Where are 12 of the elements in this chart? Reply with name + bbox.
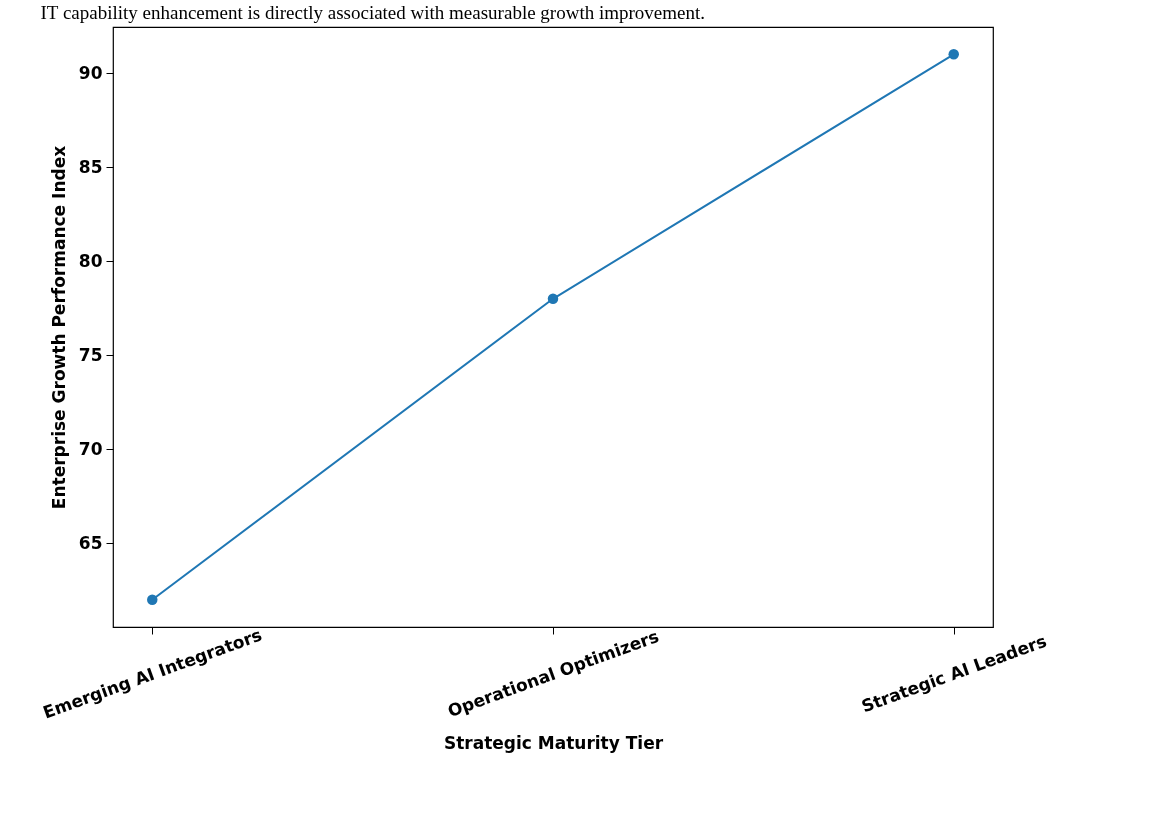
chart-title: IT capability enhancement is directly associated with measurable growth improvement. (40, 2, 705, 23)
x-axis-title: Strategic Maturity Tier (443, 732, 664, 753)
y-tick-label: 65 (78, 532, 103, 553)
point (547, 293, 559, 305)
point (147, 594, 158, 605)
y-tick-label: 75 (78, 344, 103, 365)
y-axis-title: Enterprise Growth Performance Index (48, 145, 69, 510)
y-tick-label: 80 (78, 250, 103, 271)
y-tick-label: 70 (78, 438, 103, 459)
y-tick-label: 85 (78, 156, 103, 177)
point (948, 49, 959, 60)
y-tick-label: 90 (78, 62, 103, 83)
